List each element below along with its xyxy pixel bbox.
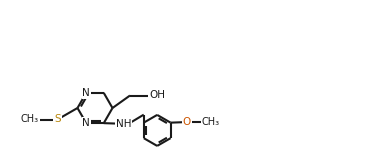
Text: O: O: [183, 117, 191, 127]
Text: CH₃: CH₃: [202, 117, 220, 127]
Text: N: N: [82, 118, 90, 128]
Text: OH: OH: [150, 90, 166, 100]
Text: S: S: [54, 115, 61, 124]
Text: CH₃: CH₃: [21, 114, 39, 124]
Text: N: N: [82, 88, 90, 98]
Text: NH: NH: [116, 119, 132, 129]
